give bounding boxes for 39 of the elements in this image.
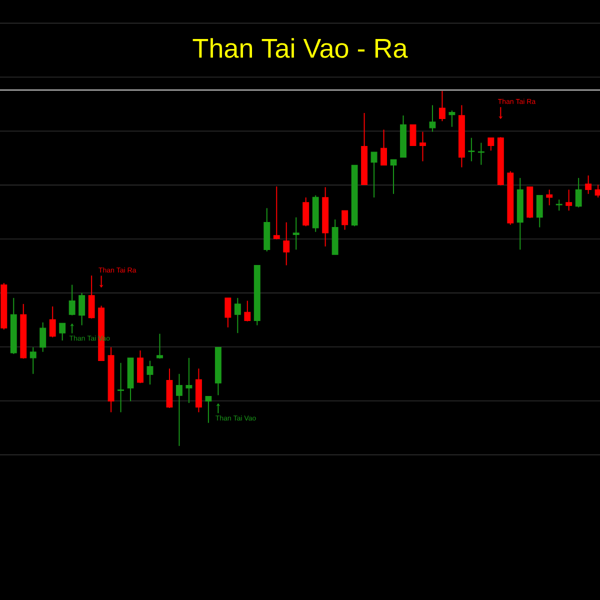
candlestick [30, 346, 36, 374]
candlestick [420, 131, 426, 162]
candlestick [292, 216, 300, 250]
candlestick [575, 177, 582, 208]
candlestick [546, 189, 553, 206]
candlestick [176, 373, 182, 446]
candlestick [342, 210, 348, 230]
candlestick [205, 396, 212, 424]
candlestick [40, 322, 46, 352]
candlestick [585, 174, 592, 194]
candlestick [78, 292, 86, 326]
candlestick [49, 306, 56, 338]
candlestick [244, 300, 251, 322]
candlestick [283, 222, 290, 266]
candlestick [68, 284, 76, 316]
candlestick [224, 297, 232, 328]
candlestick [410, 124, 416, 146]
candlestick [594, 184, 600, 198]
candlestick [488, 137, 494, 152]
candlestick [566, 189, 572, 212]
candlestick [468, 137, 475, 162]
candlestick [380, 129, 387, 166]
candlestick [156, 333, 163, 360]
candlestick [556, 199, 562, 212]
chart-title: Than Tai Vao - Ra [192, 38, 408, 58]
candlestick [146, 360, 154, 386]
candlestick [370, 152, 378, 198]
candlestick [429, 104, 436, 132]
candlestick [234, 297, 241, 334]
candlestick [88, 275, 95, 320]
candlestick [118, 362, 124, 413]
candlestick [536, 194, 543, 228]
candlestick [448, 110, 456, 128]
candlestick [390, 158, 397, 194]
candlestick [59, 322, 66, 342]
candlestick [438, 90, 446, 122]
candlestick [273, 186, 280, 240]
candlestick [186, 357, 192, 404]
candlestick [302, 196, 310, 227]
